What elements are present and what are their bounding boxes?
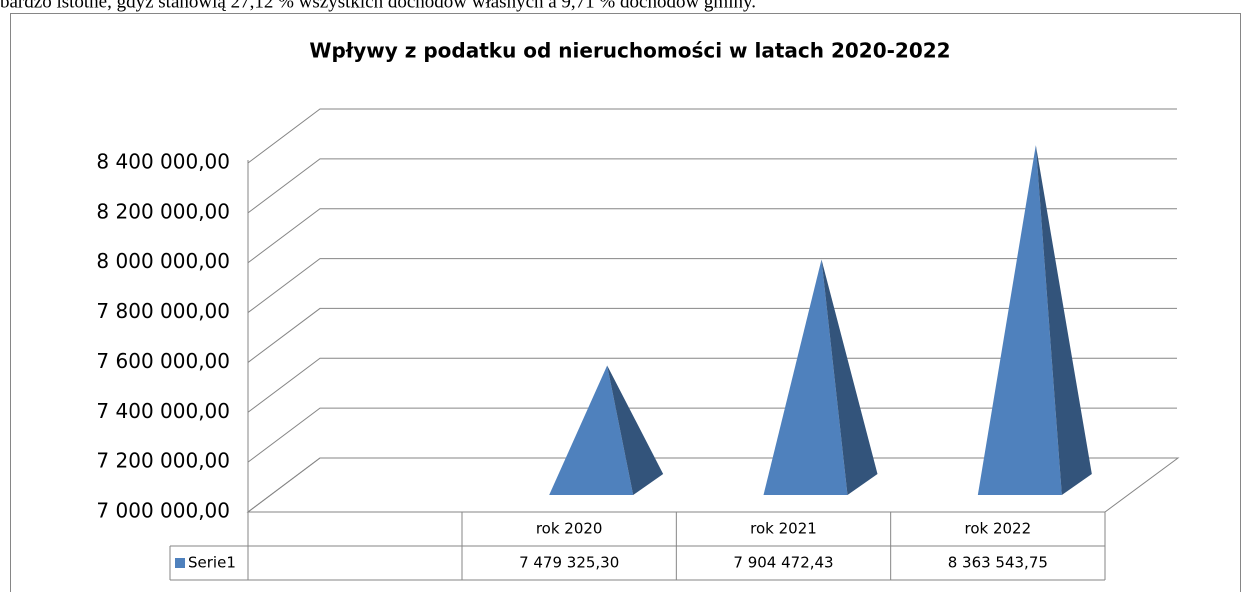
data-label: 7 479 325,30 [519,554,619,572]
grid-line [247,457,1177,513]
body-text: bardzo istotne, gdyż stanowią 27,12 % ws… [0,0,756,12]
x-tick-label: rok 2022 [965,520,1032,538]
y-tick-label: 8 400 000,00 [96,150,230,174]
pyramid-side [1035,145,1092,496]
data-label: 8 363 543,75 [948,554,1048,572]
y-tick-label: 8 000 000,00 [96,249,230,273]
pyramid [977,145,1092,496]
y-tick-label: 7 200 000,00 [96,449,230,473]
grid-line [247,158,1177,214]
pyramid-front [763,259,848,495]
x-tick-label: rok 2021 [750,520,817,538]
y-tick-label: 7 800 000,00 [96,299,230,323]
pyramid-side [821,259,878,495]
pyramid-front [549,365,634,495]
y-tick-label: 8 200 000,00 [96,199,230,223]
pyramid-side [607,365,664,495]
legend-label: Serie1 [188,554,236,572]
y-tick-label: 7 400 000,00 [96,399,230,423]
x-tick-label: rok 2020 [536,520,603,538]
chart-title: Wpływy z podatku od nieruchomości w lata… [309,39,950,63]
pyramid [549,365,664,495]
grid-line [247,208,1177,264]
grid-line [247,357,1177,413]
pyramid-front [977,145,1062,496]
data-label: 7 904 472,43 [733,554,833,572]
grid-line [247,258,1177,313]
y-tick-label: 7 000 000,00 [96,499,230,523]
pyramid [763,259,878,495]
y-tick-label: 7 600 000,00 [96,349,230,373]
grid-line [247,108,1177,164]
legend-swatch [175,558,185,568]
grid-line [247,307,1177,363]
grid-line [247,407,1177,463]
